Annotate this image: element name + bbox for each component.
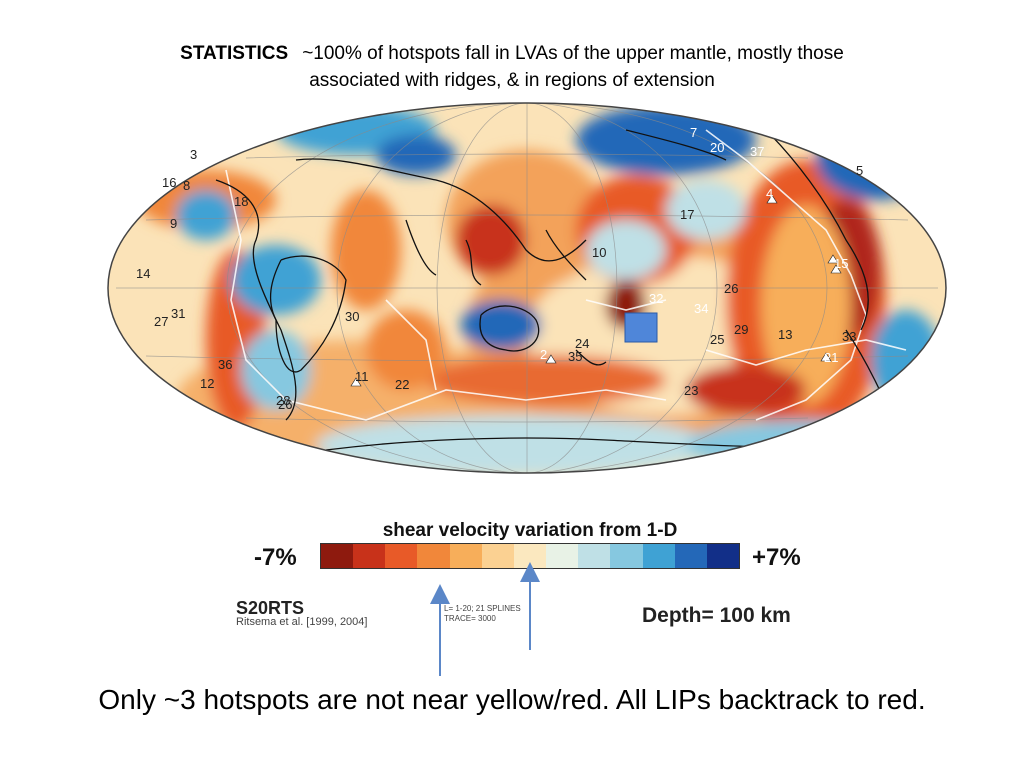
hotspot-label: 18 [234,194,248,209]
colorbar-segment [385,544,418,568]
hotspot-label: 24 [575,336,589,351]
hotspot-label: 33 [842,329,856,344]
colorbar-segment [321,544,354,568]
colorbar-segment [578,544,611,568]
colorbar-segment [449,544,482,568]
colorbar-segment [353,544,386,568]
title-line-1: STATISTICS ~100% of hotspots fall in LVAs… [0,40,1024,67]
plate-boundaries [225,129,907,421]
citation: Ritsema et al. [1999, 2004] [236,616,368,628]
hotspot-label: 4 [766,186,773,201]
hotspot-label: 12 [200,376,214,391]
hotspot-label: 26 [278,397,292,412]
hotspot-label: 25 [710,332,724,347]
colorbar-min-label: -7% [254,544,297,571]
colorbar-segment [481,544,514,568]
tomography-map: 3 16 8 18 9 14 27 31 30 36 12 28 26 11 2… [106,100,948,480]
params-line-2: TRACE= 3000 [444,614,496,623]
hotspot-label: 32 [649,291,663,306]
params-line-1: L= 1-20; 21 SPLINES [444,604,521,613]
colorbar-segment [706,544,740,568]
hotspot-label: 10 [592,245,606,260]
hotspot-label: 5 [856,163,863,178]
hotspot-markers [350,194,842,387]
colorbar-segment [513,544,547,568]
model-params: L= 1-20; 21 SPLINES TRACE= 3000 [444,604,521,624]
colorbar-segment [546,544,579,568]
map-border [107,102,947,474]
colorbar-segment [417,544,450,568]
hotspot-label: 31 [171,306,185,321]
hotspot-label: 15 [834,256,848,271]
hotspot-label: 14 [136,266,150,281]
hotspot-label: 35 [568,349,582,364]
colorbar-title: shear velocity variation from 1-D [382,520,678,541]
caption: Only ~3 hotspots are not near yellow/red… [98,684,926,715]
world-map-svg: 3 16 8 18 9 14 27 31 30 36 12 28 26 11 2… [107,102,947,474]
colorbar-segment [610,544,643,568]
highlight-square [624,312,658,343]
title-line-2: associated with ridges, & in regions of … [309,70,715,91]
hotspot-label: 13 [778,327,792,342]
slide-title: STATISTICS ~100% of hotspots fall in LVAs… [0,40,1024,94]
hotspot-label: 8 [183,178,190,193]
depth-label: Depth= 100 km [642,604,791,627]
hotspot-label: 26 [724,281,738,296]
hotspot-label: 36 [218,357,232,372]
hotspot-label: 3 [190,147,197,162]
title-text-1: ~100% of hotspots fall in LVAs of the up… [302,43,844,64]
hotspot-label: 11 [355,369,369,384]
title-lead: STATISTICS [180,43,289,64]
hotspot-label: 22 [395,377,409,392]
hotspot-label: 2 [540,347,547,362]
hotspot-label: 30 [345,309,359,324]
hotspot-label: 28 [276,393,290,408]
hotspot-label: 20 [710,140,724,155]
hotspot-labels: 3 16 8 18 9 14 27 31 30 36 12 28 26 11 2… [136,125,863,412]
model-name: S20RTS [236,598,305,618]
hotspot-label: 7 [690,125,697,140]
colorbar-segment [642,544,675,568]
hotspot-label: 29 [734,322,748,337]
hotspot-label: 27 [154,314,168,329]
hotspot-label: 21 [824,350,838,365]
hotspot-label: 9 [170,216,177,231]
hotspot-label: 37 [750,144,764,159]
velocity-anomaly-field [136,105,941,473]
colorbar-max-label: +7% [752,544,801,571]
graticule [116,103,938,473]
hotspot-label: 34 [694,301,708,316]
colorbar [320,543,740,569]
hotspot-label: 17 [680,207,694,222]
colorbar-segment [674,544,707,568]
hotspot-label: 23 [684,383,698,398]
hotspot-label: 16 [162,175,176,190]
